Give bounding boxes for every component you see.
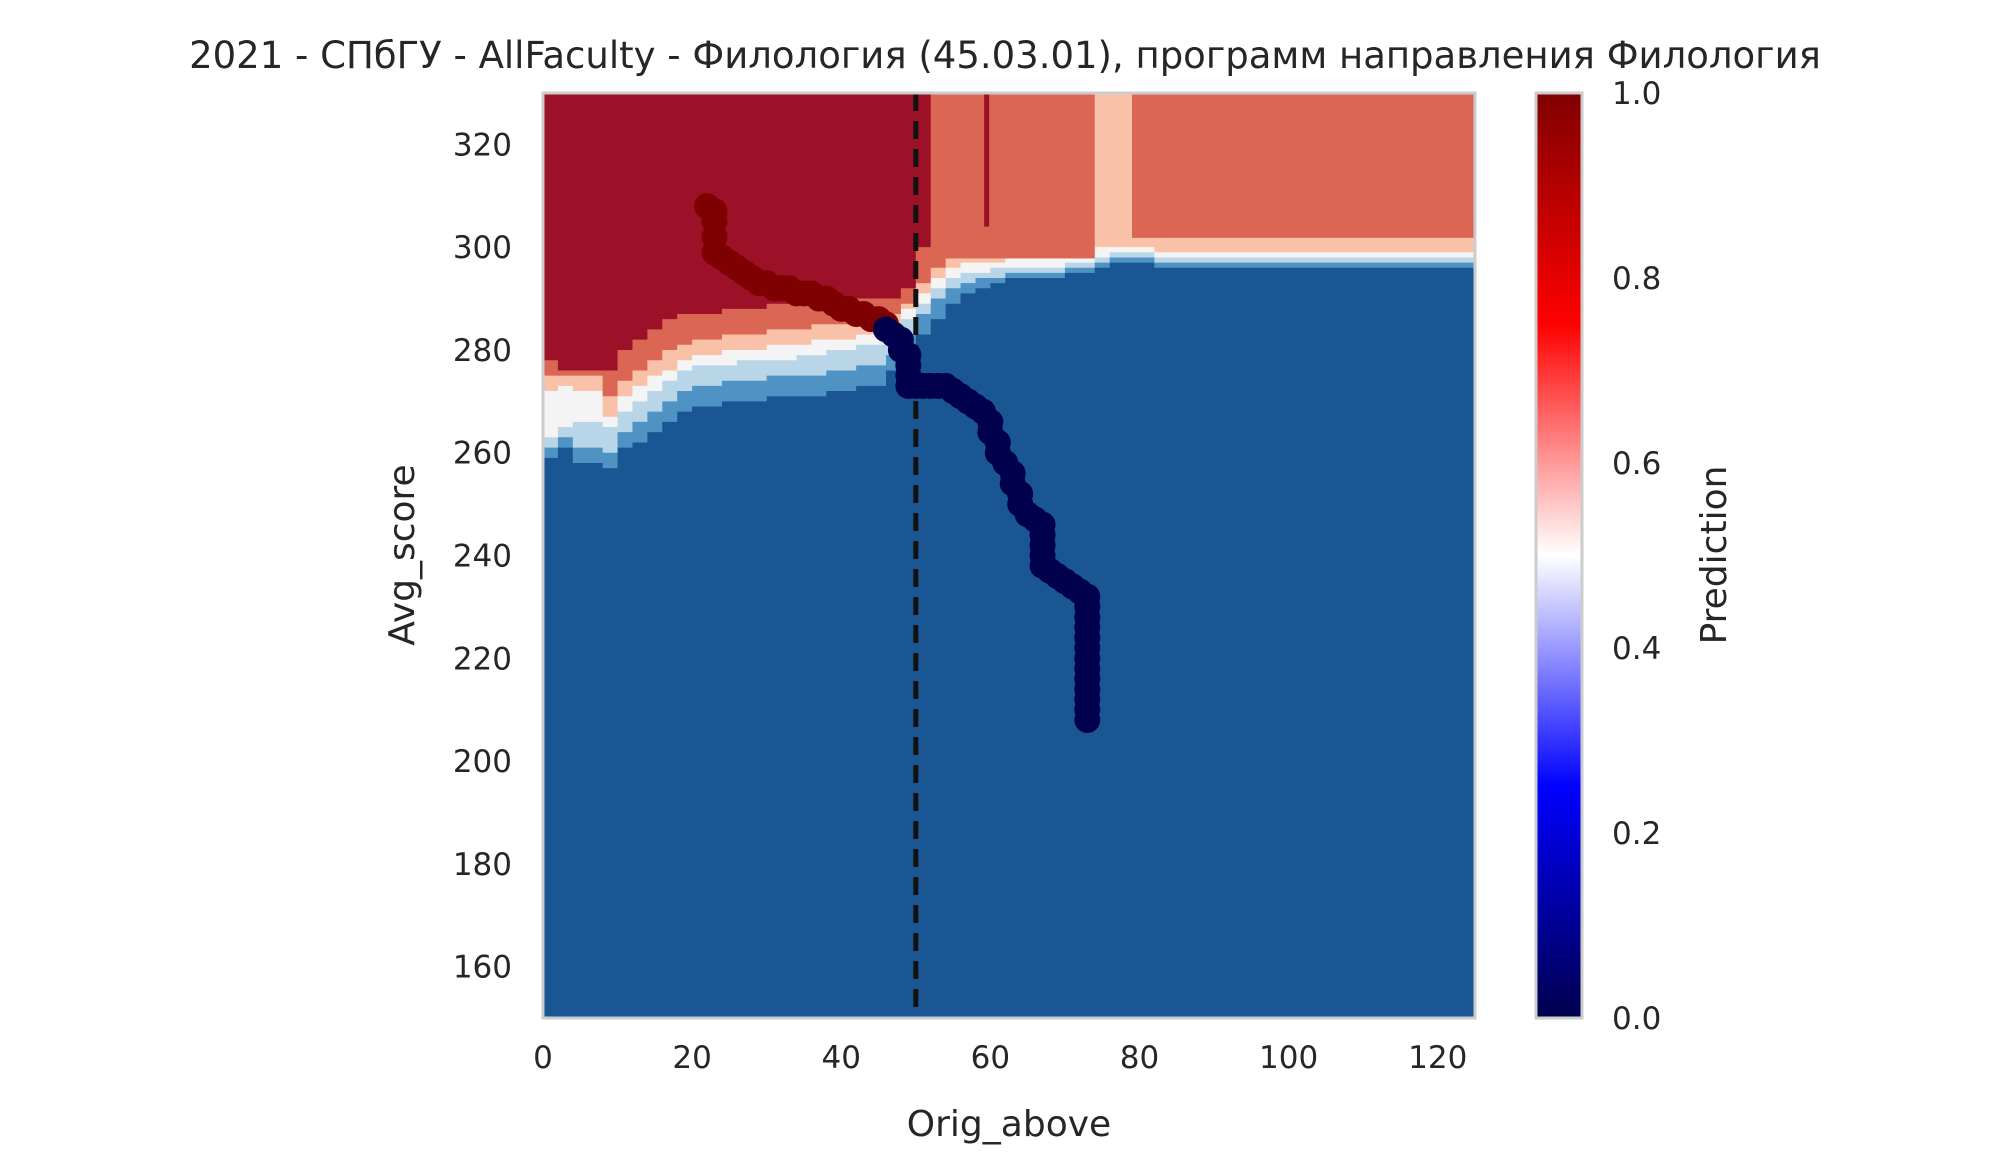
x-tick-label: 120 [1408, 1040, 1467, 1076]
y-tick-label: 300 [453, 230, 512, 266]
y-tick-label: 160 [453, 950, 512, 986]
y-tick-label: 220 [453, 641, 512, 677]
colorbar-tick-label: 1.0 [1612, 76, 1661, 112]
top-segment-1 [945, 93, 1095, 259]
colorbar-tick-label: 0.6 [1612, 446, 1661, 482]
top-segment-3 [1132, 93, 1475, 238]
top-segment-2 [1094, 93, 1133, 238]
colorbar [1534, 91, 1584, 1020]
x-tick-label: 100 [1259, 1040, 1318, 1076]
x-tick-label: 40 [822, 1040, 861, 1076]
x-tick-label: 20 [672, 1040, 711, 1076]
colorbar-tick-label: 0.8 [1612, 261, 1661, 297]
colorbar-label: Prediction [1694, 466, 1735, 645]
colorbar-tick-label: 0.4 [1612, 631, 1661, 667]
x-tick-label: 60 [971, 1040, 1010, 1076]
colorbar-tick-label: 0.2 [1612, 816, 1661, 852]
y-tick-label: 320 [453, 127, 512, 163]
y-tick-label: 280 [453, 333, 512, 369]
colorbar-tick-label: 0.0 [1612, 1001, 1661, 1037]
chart-title: 2021 - СПбГУ - AllFaculty - Филология (4… [189, 34, 1821, 77]
y-tick-label: 200 [453, 744, 512, 780]
y-tick-label: 180 [453, 847, 512, 883]
x-tick-label: 80 [1120, 1040, 1159, 1076]
x-axis-label: Orig_above [907, 1104, 1111, 1145]
y-axis-label: Avg_score [382, 464, 423, 645]
x-axis: 0 20 40 60 80 100 120 [533, 1040, 1467, 1076]
y-axis: 160 180 200 220 240 260 280 300 320 [453, 127, 512, 985]
colorbar-ticks: 0.0 0.2 0.4 0.6 0.8 1.0 [1612, 76, 1661, 1037]
plot-area [543, 93, 1475, 1018]
y-tick-label: 240 [453, 539, 512, 575]
trajectory-point-low-51 [1074, 706, 1101, 733]
plot-frame [541, 91, 1477, 1020]
y-tick-label: 260 [453, 436, 512, 472]
x-tick-label: 0 [533, 1040, 553, 1076]
